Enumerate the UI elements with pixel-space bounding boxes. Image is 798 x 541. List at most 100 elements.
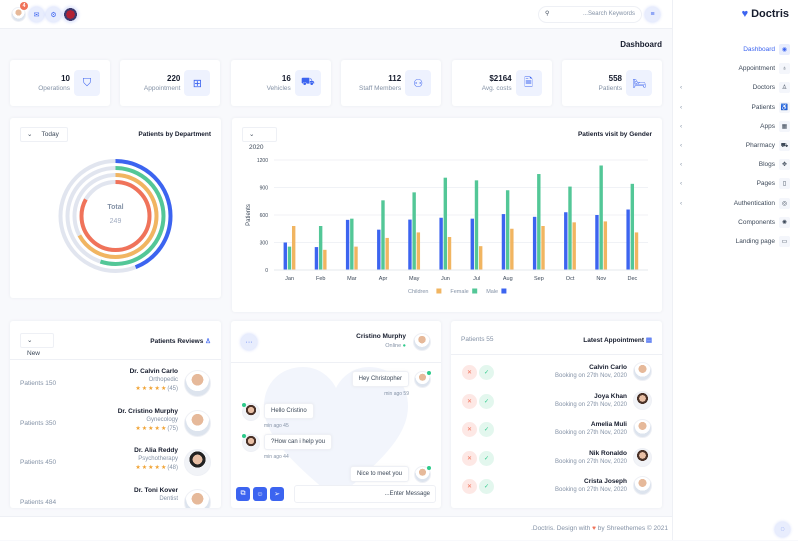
stat-label: Patients [598,85,623,92]
sidebar-item-patients[interactable]: ‹ Patients ♿ [678,98,790,117]
star-icons: ★★★★★ [135,386,168,392]
patient-avatar [633,362,652,381]
bar-children-jul [478,246,483,270]
accept-button[interactable]: ✓ [479,365,494,380]
bar-male-jan [283,242,287,270]
review-item[interactable]: Patients 484 Dr. Toni Kover Dentist [10,485,221,508]
x-tick-label: Jul [473,276,480,282]
appointments-title: Latest Appointment ▤ [583,337,652,344]
review-item[interactable]: Patients 150 Dr. Calvin Carlo Orthopedic ★★… [10,366,221,405]
sidebar-item-authentication[interactable]: ‹ Authentication ◎ [678,194,790,213]
review-item[interactable]: Patients 350 Dr. Cristino Murphy Gynecolog… [10,406,221,445]
heart-icon: ♥ [741,8,749,20]
bar-male-apr [377,229,381,270]
dashboard-icon: ◉ [779,44,790,56]
chat-support-button[interactable]: ◌ [775,522,790,537]
reject-button[interactable]: ✕ [462,365,477,380]
settings-icon[interactable]: ⚙ [46,7,61,22]
bar-male-jun [439,217,443,270]
legend-swatch [472,288,478,294]
reject-button[interactable]: ✕ [462,450,477,466]
legend-swatch [436,288,442,294]
online-dot [242,403,246,407]
chat-status: Online ● [385,343,406,349]
bar-male-aug [501,214,506,270]
mail-icon[interactable]: ✉ [29,7,44,22]
sidebar-item-doctors[interactable]: ‹ Doctors ♙ [678,78,790,97]
sidebar-item-pharmacy[interactable]: ‹ Pharmacy ⛟ [678,136,790,155]
accept-button[interactable]: ✓ [479,450,494,466]
accept-button[interactable]: ✓ [479,393,494,409]
bar-female-may [412,192,416,270]
sidebar-item-components[interactable]: Components ✺ [678,213,790,232]
online-dot [427,466,431,470]
sidebar-item-pages[interactable]: ‹ Pages ▯ [678,174,790,193]
y-axis-label: Patients [246,204,252,226]
message-time: min ago 59 [384,391,409,397]
emoji-button[interactable]: ☺ [253,487,267,501]
stat-value: 112 [388,74,402,83]
doctor-avatar [184,488,211,508]
bar-female-apr [381,200,385,270]
review-item[interactable]: Patients 450 Dr. Alia Reddy Psychotherapy ★… [10,445,221,484]
browser-icon: ▭ [779,235,790,247]
sidebar-item-apps[interactable]: ‹ Apps ▦ [678,117,790,136]
stat-label: Vehicles [266,85,291,92]
year-select[interactable]: ⌄ 2020 [242,127,277,151]
bar-children-may [416,232,421,270]
online-dot [427,371,431,375]
sidebar-item-label: Blogs [758,161,775,169]
reject-button[interactable]: ✕ [462,393,477,409]
doctor-avatar [184,409,211,437]
period-select[interactable]: ⌄ Today [20,127,68,142]
gender-title: Patients visit by Gender [577,131,652,138]
stat-label: Operations [38,85,70,92]
filter-select[interactable]: ⌄ New [20,333,54,357]
stat-card-avg-costs: 🗎 $2164 Avg. costs [451,60,552,106]
x-tick-label: Mar [347,276,357,282]
x-tick-label: Dec [628,276,638,282]
patients-count: Patients 150 [20,380,57,387]
menu-toggle-button[interactable]: ≡ [645,7,660,22]
stat-value: 10 [61,74,70,83]
y-tick-label: 0 [265,268,268,274]
sidebar-item-appointment[interactable]: Appointment ♁ [678,59,790,78]
user-avatar[interactable] [11,7,26,22]
sidebar-item-landing-page[interactable]: Landing page ▭ [678,232,790,251]
rating-count: (48) [167,465,178,471]
stethoscope-icon: ♁ [779,63,790,75]
doctor-name: Dr. Calvin Carlo [129,368,178,375]
sender-avatar [242,403,260,421]
flag-us-icon[interactable] [63,7,78,22]
brand-logo[interactable]: ♥ Doctris [741,8,789,20]
sidebar-item-dashboard[interactable]: Dashboard ◉ [678,40,790,59]
more-options-button[interactable]: ··· [241,334,257,350]
reject-button[interactable]: ✕ [462,479,477,495]
chat-message-outgoing: Hey Christopher [351,371,409,387]
bar-children-jan [291,226,296,270]
invoice-icon: 🗎 [515,70,542,96]
sidebar-item-label: Patients [751,103,776,111]
bar-chart: 0 300 600 900 1200 Patients Jan Feb Mar Apr May Jun… [246,158,648,295]
bar-female-jun [443,177,448,270]
message-input[interactable]: ...Enter Message [294,485,436,503]
send-button[interactable]: ➢ [270,487,284,501]
total-value: 249 [109,218,122,225]
attach-button[interactable]: ⧉ [236,487,250,501]
patients-count: Patients 484 [20,498,57,506]
bar-male-nov [595,215,599,270]
x-tick-label: Feb [316,276,325,282]
patient-avatar [633,447,652,467]
accept-button[interactable]: ✓ [479,479,494,495]
reject-button[interactable]: ✕ [462,422,477,438]
x-tick-label: Sep [534,276,544,282]
chevron-left-icon: ‹ [680,161,683,169]
rating-count: (45) [167,386,178,392]
accept-button[interactable]: ✓ [479,422,494,438]
user-icon: ♙ [205,338,211,345]
chat-message-incoming: Hello Cristino [264,403,314,419]
sidebar-item-blogs[interactable]: ‹ Blogs ✥ [678,155,790,174]
search-input[interactable]: ⚲ ...Search Keywords [538,6,642,23]
stat-card-staff-members: ⚇ 112 Staff Members [341,60,442,106]
bar-male-feb [314,247,319,270]
